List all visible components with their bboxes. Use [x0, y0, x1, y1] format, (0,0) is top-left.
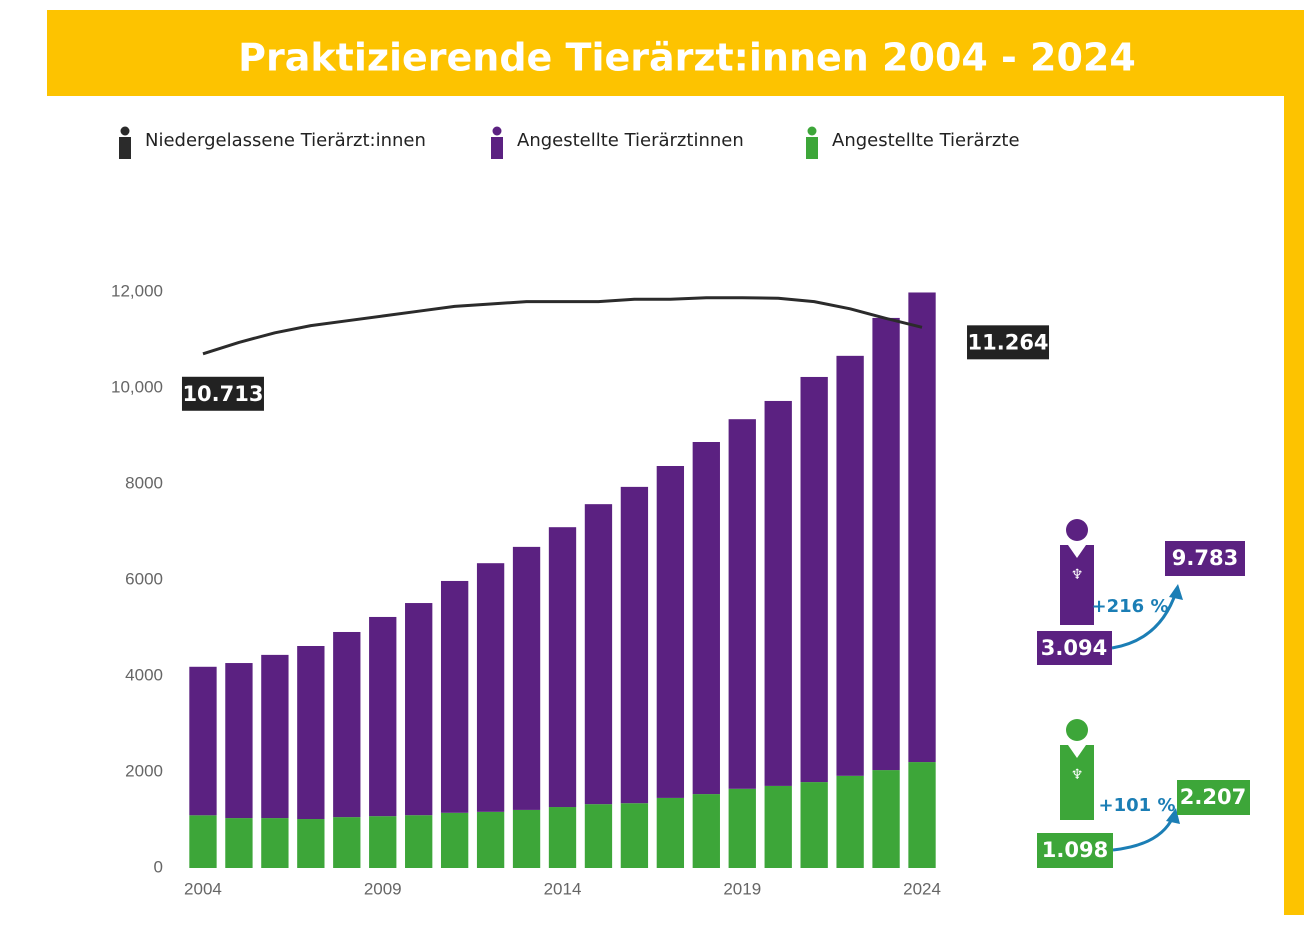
legend-icon [121, 127, 130, 136]
x-tick-label: 2009 [364, 879, 402, 898]
summary-change: +101 % [1099, 795, 1176, 816]
value-label: 10.713 [182, 382, 263, 406]
legend-icon [806, 137, 818, 159]
y-tick-label: 6000 [125, 569, 163, 588]
bar [693, 442, 720, 794]
bar [513, 547, 540, 810]
bar [405, 815, 432, 868]
x-tick-label: 2024 [903, 879, 941, 898]
bar [369, 617, 396, 816]
y-tick-label: 8000 [125, 473, 163, 492]
bar [477, 563, 504, 812]
summary-from: 3.094 [1041, 636, 1107, 660]
y-tick-label: 0 [154, 857, 163, 876]
bar [513, 810, 540, 868]
bar [225, 818, 252, 868]
legend-label: Angestellte Tierärzte [832, 130, 1020, 151]
y-tick-label: 10,000 [111, 377, 163, 396]
bar [908, 762, 935, 868]
legend-icon [119, 137, 131, 159]
bar [333, 817, 360, 868]
bar [297, 819, 324, 868]
bar [765, 786, 792, 868]
bar [225, 663, 252, 818]
svg-text:♆: ♆ [1071, 567, 1084, 583]
bar [836, 356, 863, 776]
legend-icon [808, 127, 817, 136]
bar [297, 646, 324, 819]
x-tick-label: 2004 [184, 879, 222, 898]
bar [261, 655, 288, 818]
bar [405, 603, 432, 815]
legend-icon [491, 137, 503, 159]
bar [908, 292, 935, 762]
x-tick-label: 2014 [544, 879, 582, 898]
summary-change: +216 % [1092, 596, 1169, 617]
summary-to: 9.783 [1172, 546, 1238, 570]
bar [441, 813, 468, 868]
value-label: 11.264 [968, 330, 1049, 354]
bar [621, 803, 648, 868]
bar [801, 782, 828, 868]
bar [585, 804, 612, 868]
bar [836, 776, 863, 868]
bar [333, 632, 360, 817]
bar [189, 667, 216, 816]
chart: Praktizierende Tierärzt:innen 2004 - 202… [0, 0, 1304, 942]
bar [693, 794, 720, 868]
y-tick-label: 2000 [125, 761, 163, 780]
summary-from: 1.098 [1042, 838, 1108, 862]
bar [549, 527, 576, 807]
bar [729, 789, 756, 868]
bar [729, 419, 756, 789]
bar [872, 318, 899, 770]
bar [657, 798, 684, 868]
bar [441, 581, 468, 813]
bar [585, 504, 612, 804]
x-tick-label: 2019 [723, 879, 761, 898]
bar [477, 812, 504, 868]
svg-text:♆: ♆ [1071, 767, 1084, 783]
bar [621, 487, 648, 803]
chart-title: Praktizierende Tierärzt:innen 2004 - 202… [238, 36, 1136, 80]
legend-label: Niedergelassene Tierärzt:innen [145, 130, 426, 151]
y-tick-label: 12,000 [111, 281, 163, 300]
summary-to: 2.207 [1180, 785, 1246, 809]
legend-label: Angestellte Tierärztinnen [517, 130, 744, 151]
bar [261, 818, 288, 868]
bar [189, 815, 216, 868]
bar [549, 807, 576, 868]
y-tick-label: 4000 [125, 665, 163, 684]
bar [872, 770, 899, 868]
bar [369, 816, 396, 868]
bar [765, 401, 792, 786]
bar [657, 466, 684, 798]
legend-icon [493, 127, 502, 136]
bar [801, 377, 828, 782]
